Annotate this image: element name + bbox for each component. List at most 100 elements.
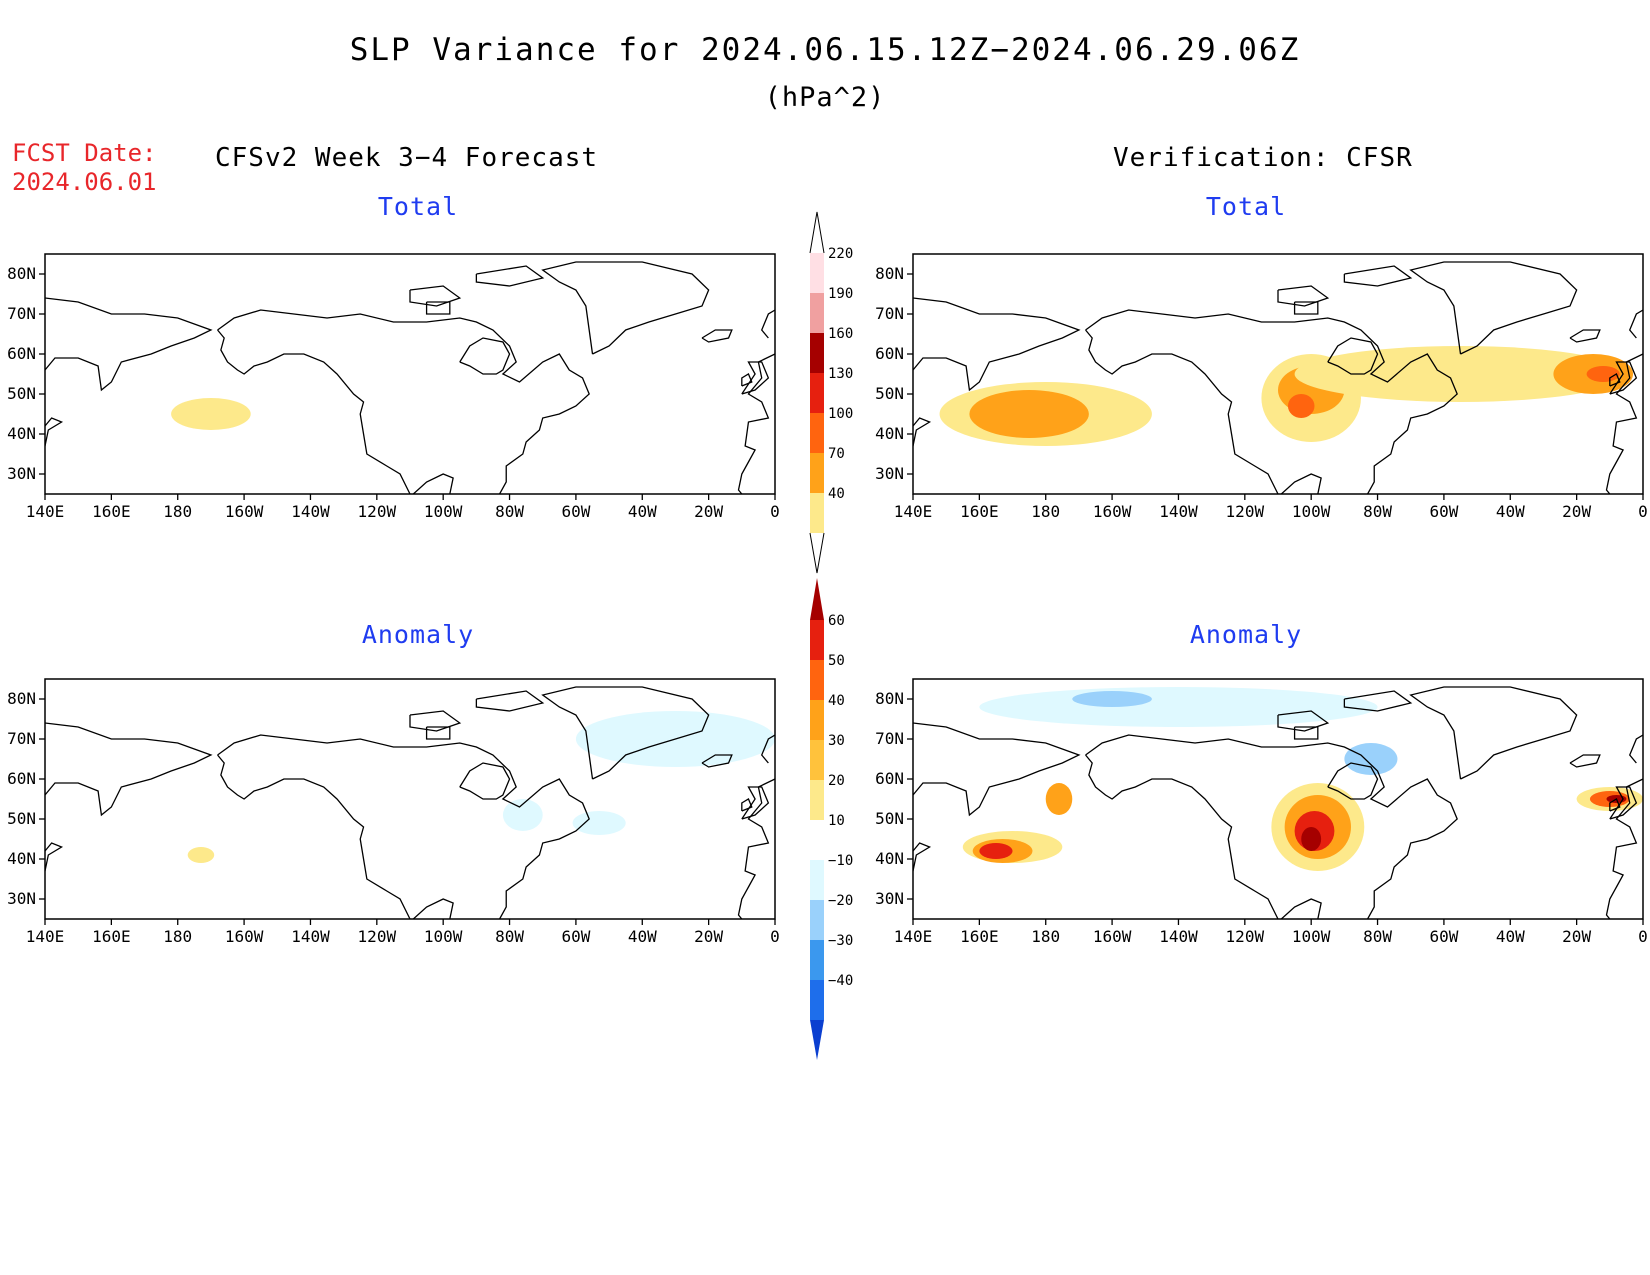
coastlines — [913, 261, 1643, 494]
colorbar-total-label: 130 — [828, 366, 853, 382]
coastline — [541, 261, 710, 355]
y-tick-label: 50N — [875, 809, 904, 828]
colorbar-total-label: 70 — [828, 446, 845, 462]
x-tick-label: 40W — [1496, 927, 1525, 946]
colorbar-anomaly: 60 50 40 30 20 10 −10 −20 −30 −40 — [810, 578, 853, 1060]
colorbar-swatch — [810, 493, 824, 533]
x-tick-label: 140W — [1159, 927, 1198, 946]
y-tick-label: 80N — [875, 264, 904, 283]
y-tick-label: 80N — [7, 264, 36, 283]
shaded-region — [969, 390, 1089, 438]
map-panel-fcst-total: 140E 160E 180 160W 140W 120W 100W 80W 60W 40W 20W 0… — [7, 253, 780, 521]
coastline — [1628, 309, 1643, 339]
x-tick-label: 80W — [495, 502, 524, 521]
x-tick-label: 0 — [1638, 927, 1648, 946]
y-tick-label: 70N — [7, 729, 36, 748]
colorbar-swatch — [810, 333, 824, 373]
panel-title-fcst-anom: Anomaly — [361, 620, 475, 649]
colorbar-bottom-arrow — [810, 1020, 824, 1060]
coastline — [1327, 337, 1379, 375]
y-tick-label: 30N — [7, 464, 36, 483]
colorbar-swatch — [810, 860, 824, 900]
x-tick-label: 160E — [92, 502, 131, 521]
coastline — [45, 722, 213, 817]
colorbar-total: 40 70 100 130 160 190 220 — [809, 211, 853, 574]
panel-title-verif-anom: Anomaly — [1189, 620, 1303, 649]
y-tick-label: 60N — [7, 344, 36, 363]
colorbar-swatch — [810, 780, 824, 820]
units-label: (hPa^2) — [764, 82, 886, 113]
x-tick-label: 120W — [358, 502, 397, 521]
shading-layer — [187, 711, 775, 863]
colorbar-anomaly-label: 10 — [828, 813, 845, 829]
coastline — [425, 726, 451, 740]
x-tick-label: 120W — [358, 927, 397, 946]
coastline — [1327, 762, 1379, 800]
map-panel-verif-total: 140E 160E 180 160W 140W 120W 100W 80W 60W 40W 20W 0… — [875, 253, 1648, 521]
x-tick-label: 20W — [694, 927, 723, 946]
coastline — [409, 710, 462, 732]
x-tick-label: 100W — [1292, 927, 1331, 946]
coastline — [1409, 261, 1578, 355]
colorbar-total-label: 220 — [828, 246, 853, 262]
x-tick-label: 140W — [1159, 502, 1198, 521]
coastline — [913, 297, 1081, 392]
shaded-region — [1586, 366, 1620, 382]
coastline — [1280, 473, 1322, 494]
coastline — [1277, 285, 1330, 307]
y-tick-label: 60N — [7, 769, 36, 788]
left-column-header: CFSv2 Week 3−4 Forecast — [215, 143, 599, 173]
map-panel-verif-anom: 140E 160E 180 160W 140W 120W 100W 80W 60W 40W 20W 0… — [875, 678, 1648, 946]
colorbar-swatch — [810, 620, 824, 660]
x-tick-label: 80W — [1363, 927, 1392, 946]
y-tick-label: 30N — [875, 464, 904, 483]
shading-layer — [962, 687, 1643, 871]
coastline — [1343, 265, 1413, 287]
shaded-region — [1301, 827, 1322, 851]
map-frame — [44, 678, 776, 920]
shaded-region — [171, 398, 251, 430]
coastline — [217, 329, 411, 494]
coastline — [1085, 329, 1279, 494]
coastline — [760, 734, 775, 764]
x-tick-label: 140E — [26, 502, 65, 521]
shaded-region — [1344, 743, 1398, 775]
x-tick-label: 60W — [1429, 502, 1458, 521]
x-tick-label: 140W — [291, 502, 330, 521]
coastline — [1605, 353, 1643, 494]
colorbar-anomaly-label: 60 — [828, 613, 845, 629]
coastline — [1293, 301, 1319, 315]
coastline — [475, 690, 545, 712]
x-tick-label: 160E — [960, 502, 999, 521]
x-tick-label: 140E — [26, 927, 65, 946]
map-frame — [912, 678, 1644, 920]
map-frame — [912, 253, 1644, 495]
x-tick-label: 20W — [1562, 927, 1591, 946]
y-tick-label: 60N — [875, 344, 904, 363]
coastline — [459, 337, 511, 375]
colorbar-swatch — [810, 253, 824, 293]
coastline — [741, 798, 753, 812]
x-tick-label: 100W — [1292, 502, 1331, 521]
coastline — [412, 473, 454, 494]
x-tick-label: 180 — [1031, 927, 1060, 946]
x-tick-label: 60W — [1429, 927, 1458, 946]
x-tick-label: 160E — [960, 927, 999, 946]
x-tick-label: 140W — [291, 927, 330, 946]
coastline — [459, 762, 511, 800]
coastline — [1343, 690, 1413, 712]
shading-layer — [171, 398, 251, 430]
x-tick-label: 160W — [1093, 502, 1132, 521]
coastline — [217, 734, 590, 919]
colorbar-anomaly-label: −30 — [828, 933, 853, 949]
coastline — [217, 754, 411, 919]
y-tick-label: 50N — [875, 384, 904, 403]
x-tick-label: 80W — [1363, 502, 1392, 521]
x-tick-label: 140E — [894, 927, 933, 946]
coastline — [913, 842, 932, 873]
x-tick-label: 60W — [561, 502, 590, 521]
x-tick-label: 20W — [694, 502, 723, 521]
coastline — [45, 417, 64, 448]
coastline — [741, 786, 770, 820]
colorbar-swatch — [810, 940, 824, 980]
